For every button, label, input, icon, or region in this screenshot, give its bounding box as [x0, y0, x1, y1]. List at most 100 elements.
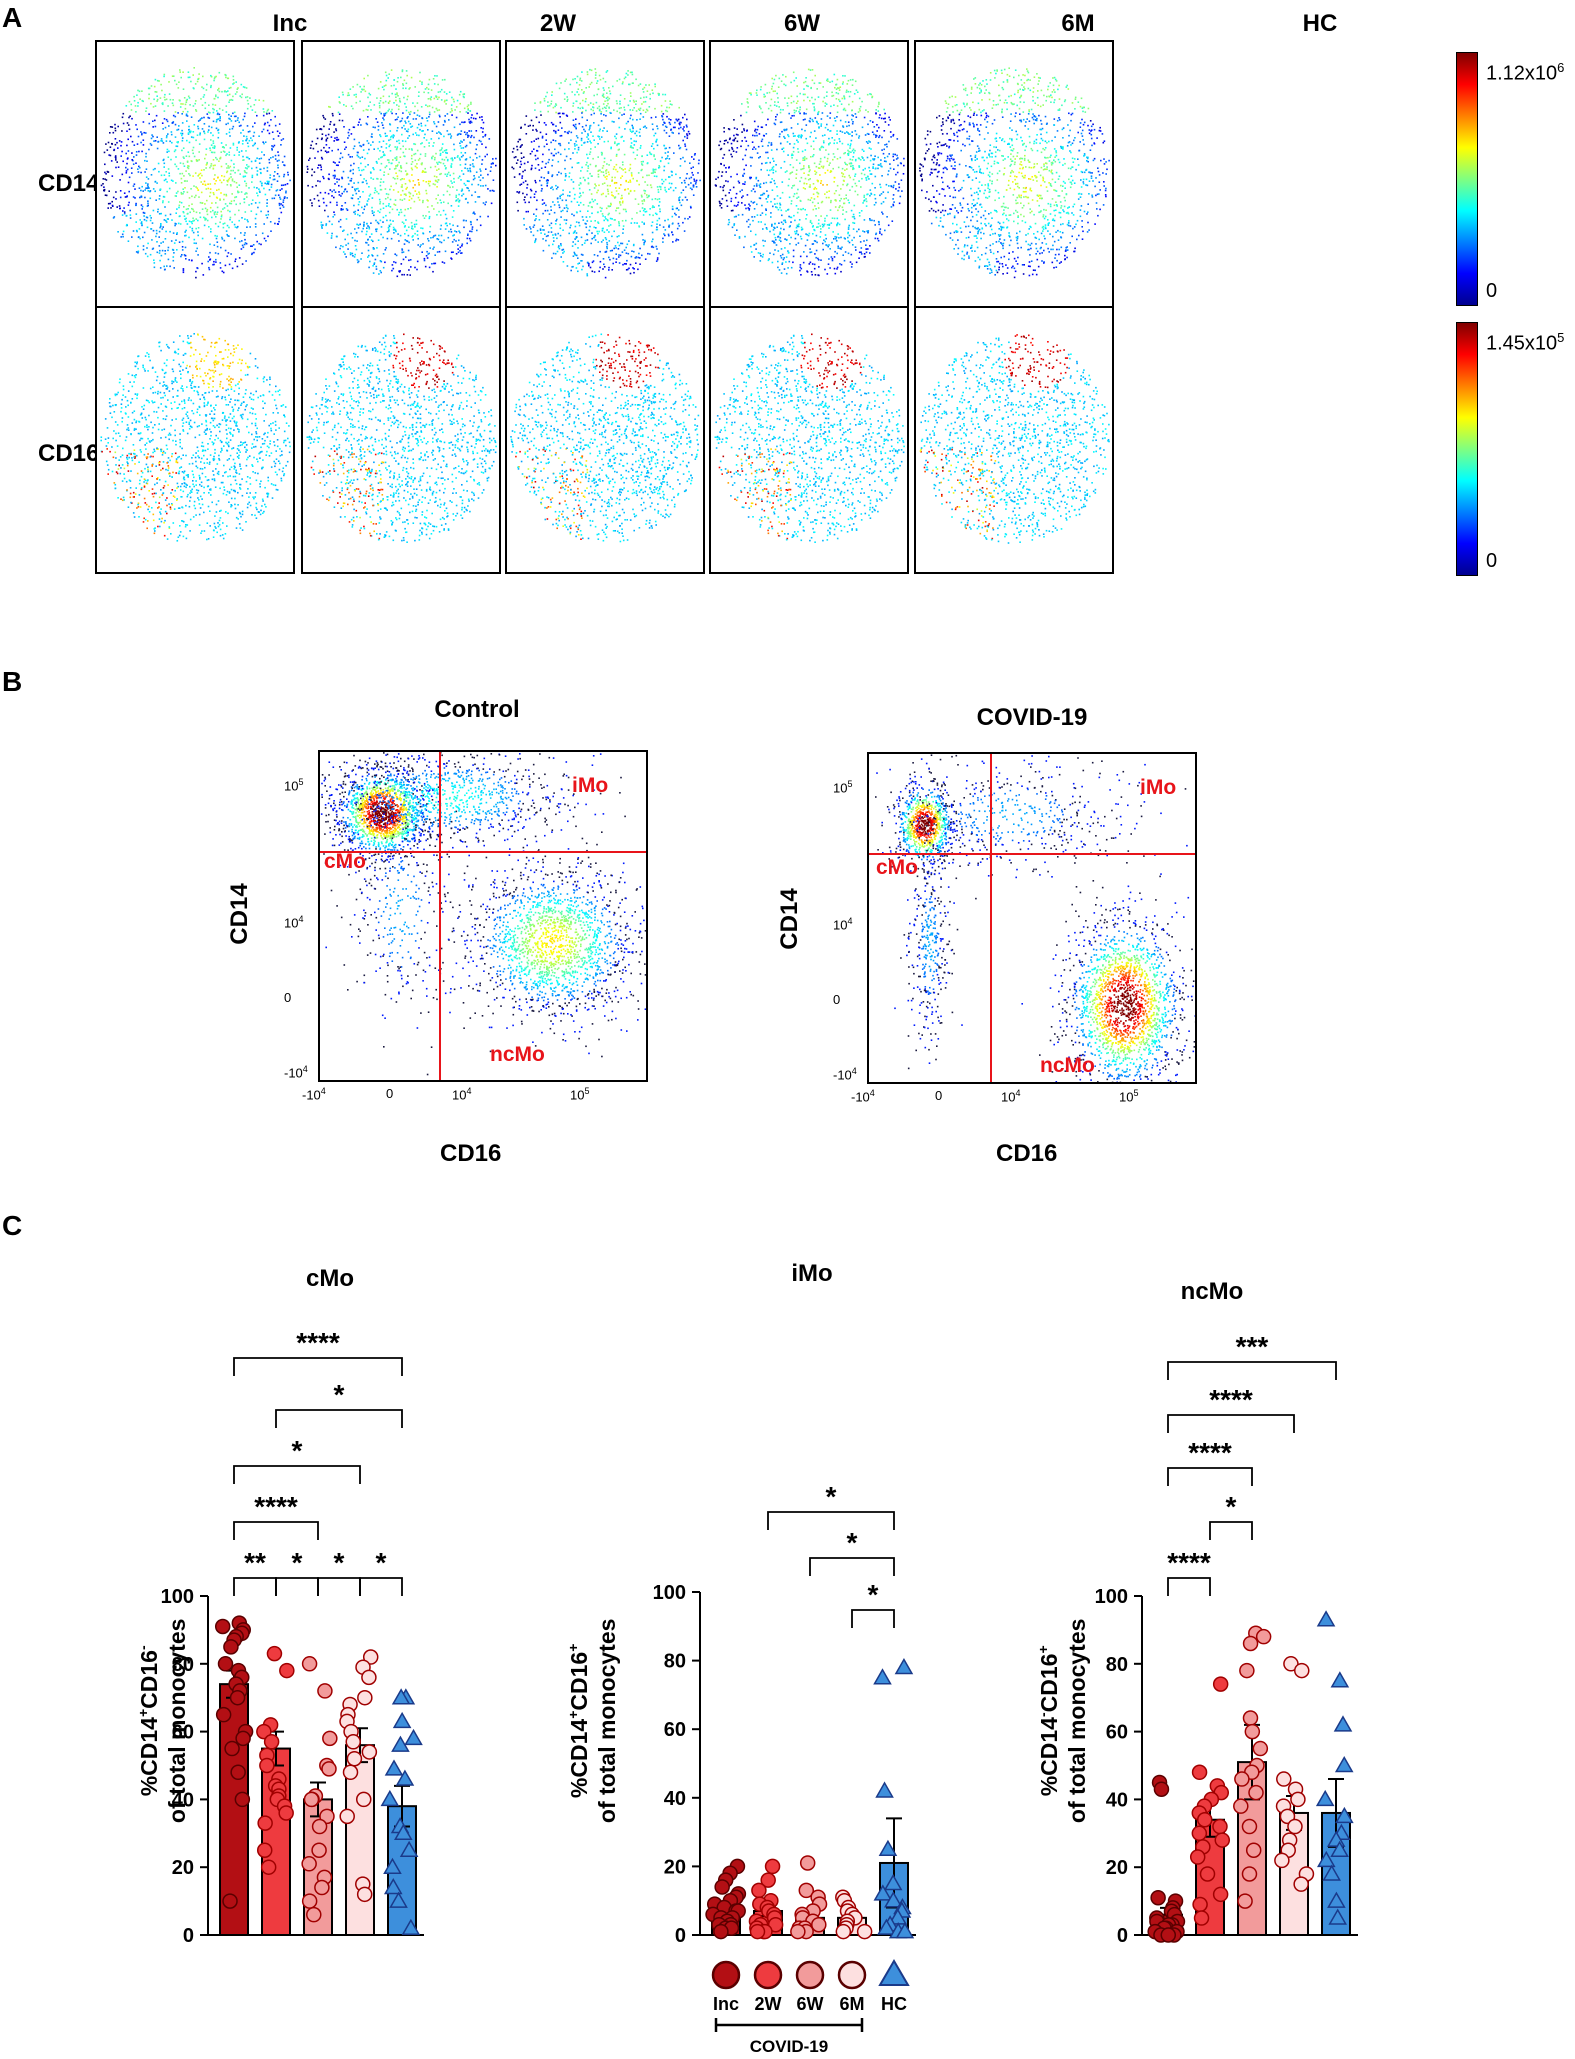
- flow-xtick-0-0: -104: [302, 1086, 326, 1102]
- data-point-1-1-2: [751, 1882, 767, 1899]
- data-point-1-4-5: [873, 1884, 893, 1901]
- data-point-2-3-6: [1279, 1808, 1296, 1825]
- y-tick-label-0-100: 100: [161, 1586, 194, 1608]
- data-point-2-4-3: [1334, 1755, 1354, 1773]
- y-tick-label-1-40: 40: [664, 1788, 686, 1810]
- data-point-2-4-8: [1330, 1840, 1349, 1857]
- data-point-2-2-4: [1242, 1710, 1259, 1726]
- data-point-1-2-0: [799, 1855, 816, 1871]
- bar-title-imo: iMo: [732, 1260, 892, 1288]
- data-point-2-1-8: [1212, 1818, 1228, 1835]
- data-point-0-3-13: [339, 1808, 355, 1825]
- y-tick-label-2-0: 0: [1117, 1925, 1128, 1947]
- data-point-2-2-5: [1244, 1723, 1261, 1740]
- sig-label-2-2: ****: [1188, 1437, 1232, 1468]
- flow-xtick-1-1: 0: [935, 1088, 942, 1103]
- data-point-0-1-16: [260, 1859, 277, 1875]
- data-point-0-4-6: [395, 1769, 415, 1786]
- tsne-map-cd16-hc: [914, 306, 1114, 574]
- data-point-1-1-15: [749, 1923, 766, 1940]
- y-tick-label-1-80: 80: [664, 1651, 686, 1673]
- colorbar-cd16: [1456, 322, 1478, 576]
- data-point-0-3-12: [355, 1791, 372, 1808]
- legend-group-bracket: [714, 2018, 864, 2032]
- flow-xlabel-control: CD16: [440, 1140, 501, 1168]
- panel-letter-a: A: [2, 2, 22, 34]
- data-point-2-1-7: [1197, 1811, 1213, 1828]
- gate-label-imo-control: iMo: [572, 774, 608, 798]
- data-point-0-2-9: [311, 1818, 328, 1835]
- sig-bracket-1-2: [851, 1609, 895, 1628]
- sig-bracket-2-0: [1167, 1361, 1337, 1380]
- tsne-map-cd16-2w: [301, 306, 501, 574]
- data-point-2-1-13: [1199, 1866, 1216, 1882]
- data-point-1-2-8: [811, 1916, 827, 1933]
- flow-ytick-0-3: -104: [284, 1064, 308, 1080]
- legend-marker-6w: [795, 1960, 825, 1990]
- data-point-2-0-19: [1160, 1927, 1177, 1943]
- data-point-0-4-10: [399, 1840, 419, 1857]
- data-point-0-3-11: [342, 1764, 359, 1781]
- sig-bracket-0-7: [359, 1577, 403, 1596]
- flow-ytick-0-2: 0: [284, 990, 291, 1005]
- flow-plot-control: [318, 750, 648, 1082]
- sig-label-0-6: *: [334, 1547, 345, 1578]
- data-point-0-1-13: [278, 1805, 294, 1821]
- data-point-1-4-11: [877, 1918, 896, 1935]
- data-point-0-4-13: [389, 1891, 408, 1908]
- gate-label-cmo-control: cMo: [324, 850, 366, 874]
- data-point-2-2-3: [1239, 1662, 1255, 1679]
- data-point-1-3-10: [835, 1923, 852, 1940]
- data-point-0-1-4: [263, 1734, 280, 1750]
- legend-marker-hc: [878, 1959, 910, 1986]
- data-point-2-2-12: [1241, 1818, 1258, 1835]
- data-point-0-4-3: [404, 1728, 423, 1746]
- flow-xtick-1-3: 105: [1119, 1088, 1138, 1104]
- y-tick-label-1-0: 0: [675, 1925, 686, 1947]
- colorbar-cd14-min: 0: [1486, 280, 1497, 303]
- data-point-0-0-12: [229, 1689, 246, 1706]
- panel-letter-c: C: [2, 1210, 22, 1242]
- data-point-0-0-15: [235, 1730, 251, 1747]
- sig-bracket-1-1: [809, 1557, 895, 1576]
- data-point-2-1-0: [1212, 1676, 1229, 1692]
- data-point-0-3-9: [361, 1744, 378, 1760]
- data-point-2-1-16: [1193, 1910, 1210, 1926]
- data-point-0-1-3: [256, 1723, 272, 1740]
- col-label-6m: 6M: [1018, 10, 1138, 38]
- data-point-2-1-12: [1189, 1849, 1206, 1865]
- tsne-map-cd14-6m: [709, 40, 909, 308]
- flow-xtick-1-2: 104: [1001, 1088, 1020, 1104]
- sig-label-2-1: ****: [1209, 1384, 1253, 1415]
- colorbar-cd14-max: 1.12x106: [1486, 60, 1564, 86]
- data-point-1-0-19: [713, 1923, 729, 1940]
- y-tick-label-1-100: 100: [653, 1582, 686, 1604]
- data-point-0-3-3: [357, 1689, 373, 1706]
- legend-label-hc: HC: [881, 1994, 907, 2014]
- data-point-0-2-0: [301, 1656, 318, 1672]
- y-tick-label-0-20: 20: [172, 1857, 194, 1879]
- flow-xtick-0-2: 104: [452, 1086, 471, 1102]
- panel-letter-b: B: [2, 666, 22, 698]
- data-point-1-1-11: [767, 1916, 784, 1933]
- sig-bracket-0-6: [317, 1577, 361, 1596]
- sig-label-0-0: ****: [296, 1327, 340, 1358]
- data-point-1-0-3: [714, 1879, 730, 1895]
- tsne-map-cd14-inc: [95, 40, 295, 308]
- colorbar-cd14: [1456, 52, 1478, 306]
- data-point-1-3-9: [856, 1923, 873, 1940]
- data-point-1-4-6: [884, 1891, 903, 1908]
- data-point-2-2-15: [1237, 1893, 1253, 1909]
- data-point-0-1-14: [257, 1815, 273, 1831]
- data-point-0-0-13: [215, 1706, 232, 1723]
- colorbar-cd16-min: 0: [1486, 550, 1497, 573]
- data-point-2-3-2: [1276, 1771, 1292, 1787]
- flow-ytick-0-1: 104: [284, 914, 303, 930]
- data-point-0-2-15: [306, 1906, 322, 1923]
- data-point-2-2-14: [1241, 1866, 1258, 1882]
- tsne-map-cd16-6m: [709, 306, 909, 574]
- data-point-0-3-15: [356, 1886, 373, 1903]
- sig-bracket-2-3: [1209, 1521, 1253, 1540]
- y-tick-label-1-20: 20: [664, 1856, 686, 1878]
- gate-label-cmo-covid: cMo: [876, 856, 918, 880]
